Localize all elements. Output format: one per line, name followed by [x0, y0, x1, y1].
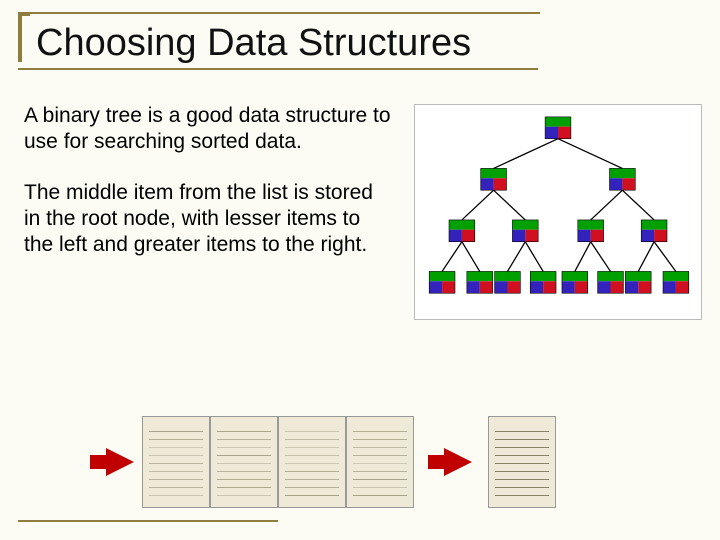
document-thumbnail — [346, 416, 414, 508]
paragraph-2: The middle item from the list is stored … — [24, 180, 394, 259]
document-thumbnail — [142, 416, 210, 508]
tree-node — [512, 220, 538, 242]
documents-row — [106, 416, 556, 508]
tree-node — [495, 271, 521, 293]
tree-node — [481, 168, 507, 190]
tree-node — [562, 271, 588, 293]
document-thumbnail — [210, 416, 278, 508]
tree-node — [610, 168, 636, 190]
tree-node — [663, 271, 689, 293]
document-thumbnail — [488, 416, 556, 508]
body-text: A binary tree is a good data structure t… — [24, 103, 394, 282]
binary-tree-diagram — [414, 104, 702, 320]
title-underline — [18, 68, 538, 70]
arrow-right-icon — [106, 448, 134, 476]
tree-node — [545, 117, 571, 139]
tree-node — [530, 271, 556, 293]
paragraph-1: A binary tree is a good data structure t… — [24, 103, 394, 156]
tree-svg — [415, 105, 701, 319]
tree-node — [449, 220, 475, 242]
title-corner-rule — [18, 12, 30, 62]
tree-node — [625, 271, 651, 293]
tree-node — [598, 271, 624, 293]
arrow-right-icon — [444, 448, 472, 476]
slide-title: Choosing Data Structures — [18, 12, 720, 65]
footer-rule — [18, 520, 278, 522]
tree-node — [578, 220, 604, 242]
tree-node — [429, 271, 455, 293]
tree-node — [641, 220, 667, 242]
tree-node — [467, 271, 493, 293]
document-thumbnail — [278, 416, 346, 508]
